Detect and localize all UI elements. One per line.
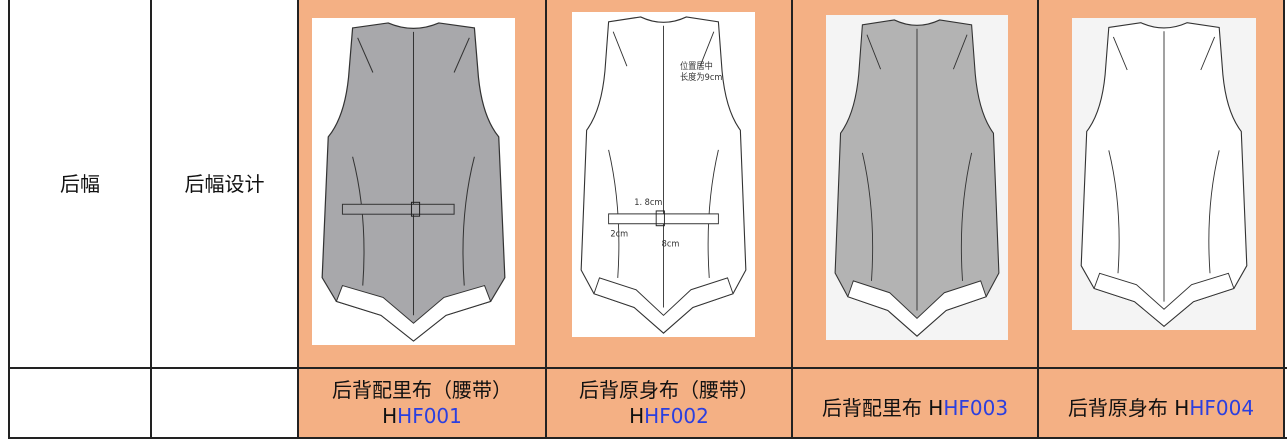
row-line <box>8 367 1287 369</box>
caption-name: 后背配里布（腰带） <box>332 378 512 402</box>
caption: 后背原身布（腰带） HHF002 <box>579 377 759 429</box>
code: HF002 <box>644 404 709 428</box>
design-cell: 后幅设计 <box>150 0 297 368</box>
caption-name: 后背原身布（腰带） <box>579 378 759 402</box>
caption: 后背配里布（腰带） HHF001 <box>332 377 512 429</box>
design: 后幅设计 <box>184 172 265 196</box>
note: 长度为9cm <box>680 71 722 83</box>
caption-cell: 后背配里布 HHF003 <box>791 369 1037 437</box>
code: HF001 <box>397 404 462 428</box>
caption-name: 后背原身布 <box>1067 396 1168 420</box>
caption-cell: 后背原身布 HHF004 <box>1037 369 1285 437</box>
code-prefix: H <box>629 404 645 428</box>
part: 后幅 <box>60 172 100 196</box>
caption-cell: 后背原身布（腰带） HHF002 <box>545 369 791 437</box>
note: 位置居中 <box>680 60 713 72</box>
vest-image: 位置居中 长度为9cm 1. 8cm 2cm 8cm <box>572 12 755 337</box>
row-line <box>8 437 1287 439</box>
empty-cell <box>150 369 297 437</box>
code: HF004 <box>1189 396 1255 420</box>
note: 2cm <box>610 229 628 239</box>
caption-name: 后背配里布 <box>821 396 922 420</box>
vest-image <box>1072 18 1256 330</box>
code-prefix: H <box>928 396 944 420</box>
caption-cell: 后背配里布（腰带） HHF001 <box>297 369 545 437</box>
empty-cell <box>8 369 150 437</box>
part-cell: 后幅 <box>8 0 150 368</box>
vest-image <box>826 15 1008 340</box>
code-prefix: H <box>382 404 398 428</box>
caption: 后背原身布 HHF004 <box>1068 395 1254 421</box>
vest-image <box>312 18 515 345</box>
caption: 后背配里布 HHF003 <box>822 395 1008 421</box>
code: HF003 <box>943 396 1009 420</box>
code-prefix: H <box>1174 396 1190 420</box>
note: 8cm <box>662 239 680 249</box>
note: 1. 8cm <box>634 198 662 208</box>
